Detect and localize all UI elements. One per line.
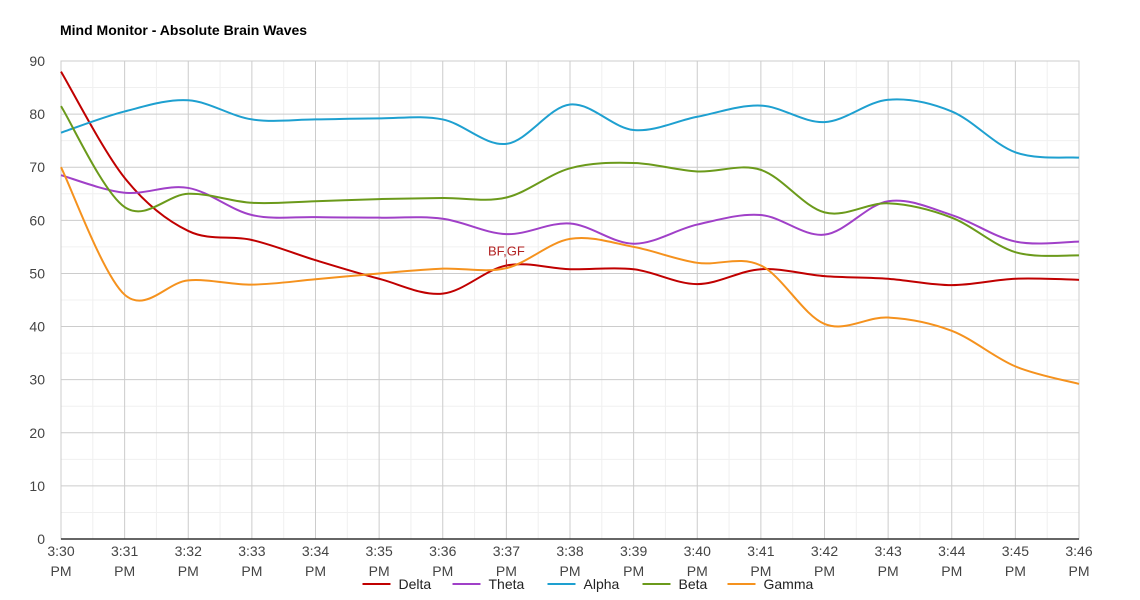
x-tick-label: 3:30 PM [47,543,74,579]
y-tick-label: 60 [29,212,45,228]
legend-label-theta: Theta [489,576,525,592]
x-tick-label: 3:34 PM [302,543,329,579]
y-tick-label: 10 [29,478,45,494]
y-tick-label: 70 [29,159,45,175]
y-tick-label: 40 [29,319,45,335]
x-tick-label: 3:36 PM [429,543,456,579]
x-tick-label: 3:46 PM [1065,543,1092,579]
annotations: BF,GF [488,243,525,268]
y-tick-label: 80 [29,106,45,122]
legend-label-beta: Beta [679,576,708,592]
annotation-label: BF,GF [488,243,525,258]
x-tick-label: 3:31 PM [111,543,138,579]
y-tick-label: 30 [29,372,45,388]
chart-title: Mind Monitor - Absolute Brain Waves [60,22,307,38]
series-line-theta [60,174,1080,245]
y-tick-label: 50 [29,265,45,281]
x-tick-label: 3:39 PM [620,543,647,579]
y-tick-label: 90 [29,53,45,69]
grid [60,60,1080,540]
legend-label-alpha: Alpha [584,576,620,592]
series-line-delta [60,71,1080,295]
x-tick-label: 3:43 PM [875,543,902,579]
series-line-gamma [60,166,1080,385]
series-lines [60,71,1080,385]
legend-label-delta: Delta [399,576,432,592]
series-line-alpha [60,98,1080,159]
x-tick-label: 3:44 PM [938,543,965,579]
x-tick-label: 3:35 PM [366,543,393,579]
x-tick-label: 3:40 PM [684,543,711,579]
x-tick-label: 3:37 PM [493,543,520,579]
y-tick-label: 20 [29,425,45,441]
series-line-beta [60,105,1080,257]
x-tick-label: 3:38 PM [556,543,583,579]
x-tick-label: 3:32 PM [175,543,202,579]
axes: 0 10 20 30 40 50 60 70 80 90 3:30 PM 3:31 PM 3:32 PM 3:3… [29,53,1092,579]
y-tick-label: 0 [37,531,45,547]
x-tick-label: 3:42 PM [811,543,838,579]
legend-label-gamma: Gamma [764,576,814,592]
legend: Delta Theta Alpha Beta Gamma [362,576,814,592]
x-tick-label: 3:41 PM [747,543,774,579]
x-tick-label: 3:33 PM [238,543,265,579]
x-tick-label: 3:45 PM [1002,543,1029,579]
